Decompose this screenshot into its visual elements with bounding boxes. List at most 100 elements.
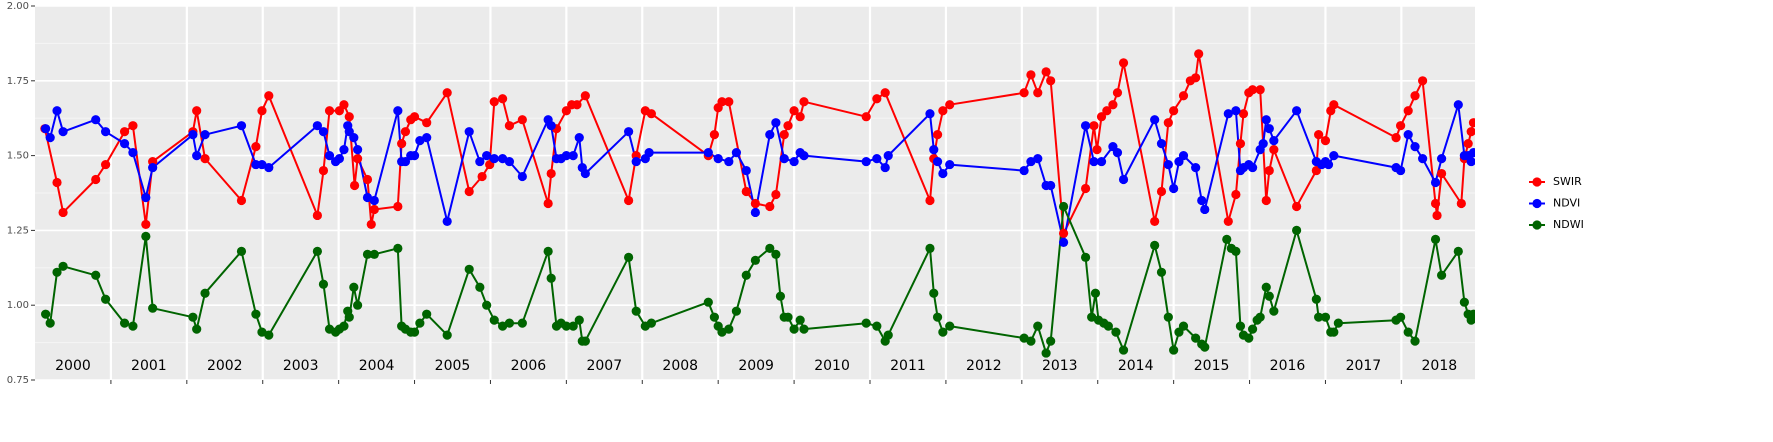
- legend-key-point: [1532, 220, 1542, 230]
- data-point: [568, 321, 578, 331]
- data-point: [1118, 174, 1129, 185]
- data-point: [1403, 327, 1413, 337]
- data-point: [646, 109, 656, 119]
- data-point: [415, 318, 425, 328]
- year-label: 2005: [435, 358, 471, 374]
- legend-key-point: [1532, 198, 1542, 209]
- data-point: [741, 270, 751, 280]
- data-point: [1090, 288, 1101, 298]
- data-point: [400, 156, 411, 167]
- data-point: [1089, 121, 1099, 131]
- data-point: [731, 148, 742, 158]
- data-point: [861, 112, 871, 122]
- data-point: [192, 324, 202, 334]
- year-label: 2014: [1118, 358, 1154, 374]
- data-point: [312, 121, 322, 131]
- data-point: [925, 109, 935, 119]
- year-label: 2017: [1346, 358, 1382, 374]
- data-point: [393, 201, 403, 212]
- data-point: [318, 165, 329, 176]
- data-point: [200, 288, 210, 298]
- data-point: [783, 121, 793, 131]
- data-point: [1323, 159, 1334, 170]
- data-point: [1459, 297, 1469, 307]
- data-point: [1403, 130, 1413, 140]
- data-point: [938, 106, 948, 116]
- data-point: [236, 121, 247, 131]
- data-point: [464, 127, 474, 137]
- data-point: [482, 300, 492, 310]
- data-point: [397, 139, 407, 149]
- data-point: [1403, 106, 1413, 116]
- data-point: [929, 288, 939, 298]
- data-point: [1261, 115, 1271, 125]
- data-point: [1019, 88, 1029, 98]
- y-tick-label: 1.00: [7, 300, 29, 311]
- data-point: [369, 204, 379, 215]
- data-point: [1329, 327, 1339, 337]
- data-point: [561, 106, 571, 116]
- data-point: [1103, 321, 1113, 331]
- data-point: [750, 255, 760, 265]
- data-point: [779, 153, 789, 164]
- plot-area: [40, 49, 1475, 358]
- data-point: [1430, 234, 1441, 244]
- year-label: 2010: [814, 358, 850, 374]
- data-point: [1163, 159, 1173, 170]
- data-point: [1178, 91, 1189, 101]
- data-point: [1430, 177, 1441, 188]
- data-point: [543, 198, 553, 209]
- year-label: 2012: [966, 358, 1002, 374]
- data-point: [334, 153, 344, 164]
- data-point: [498, 94, 508, 104]
- data-point: [1255, 85, 1265, 95]
- data-point: [264, 91, 274, 101]
- data-point: [546, 121, 556, 131]
- data-point: [366, 219, 376, 230]
- data-point: [1463, 139, 1473, 149]
- data-point: [349, 282, 359, 292]
- data-point: [932, 312, 943, 322]
- data-point: [546, 273, 556, 283]
- data-point: [1111, 327, 1121, 337]
- data-point: [709, 130, 719, 140]
- data-point: [504, 156, 515, 167]
- year-label: 2008: [662, 358, 698, 374]
- data-point: [91, 174, 101, 185]
- data-point: [783, 312, 793, 322]
- data-point: [45, 318, 55, 328]
- data-point: [1456, 198, 1466, 209]
- data-point: [779, 130, 789, 140]
- data-point: [1080, 121, 1091, 131]
- data-point: [517, 171, 527, 182]
- data-point: [236, 195, 247, 206]
- data-point: [1231, 246, 1241, 256]
- year-label: 2007: [586, 358, 622, 374]
- legend-label: NDVI: [1553, 197, 1580, 210]
- data-point: [741, 186, 751, 197]
- data-point: [1169, 183, 1179, 194]
- data-point: [561, 321, 571, 331]
- data-point: [422, 118, 432, 128]
- data-point: [1200, 342, 1210, 352]
- data-point: [872, 153, 882, 164]
- data-point: [771, 118, 781, 128]
- data-point: [1418, 76, 1428, 86]
- data-point: [703, 297, 713, 307]
- data-point: [580, 336, 590, 346]
- data-point: [765, 243, 775, 253]
- data-point: [1169, 106, 1179, 116]
- data-point: [1058, 237, 1069, 247]
- year-label: 2016: [1270, 358, 1306, 374]
- data-point: [353, 153, 363, 164]
- data-point: [1178, 151, 1189, 161]
- legend-label: NDWI: [1553, 218, 1584, 231]
- data-point: [1026, 336, 1036, 346]
- data-point: [318, 127, 329, 137]
- data-point: [709, 312, 719, 322]
- data-point: [409, 112, 420, 122]
- data-point: [349, 180, 360, 191]
- data-point: [1019, 165, 1029, 176]
- data-point: [1468, 309, 1475, 319]
- data-point: [1080, 252, 1091, 262]
